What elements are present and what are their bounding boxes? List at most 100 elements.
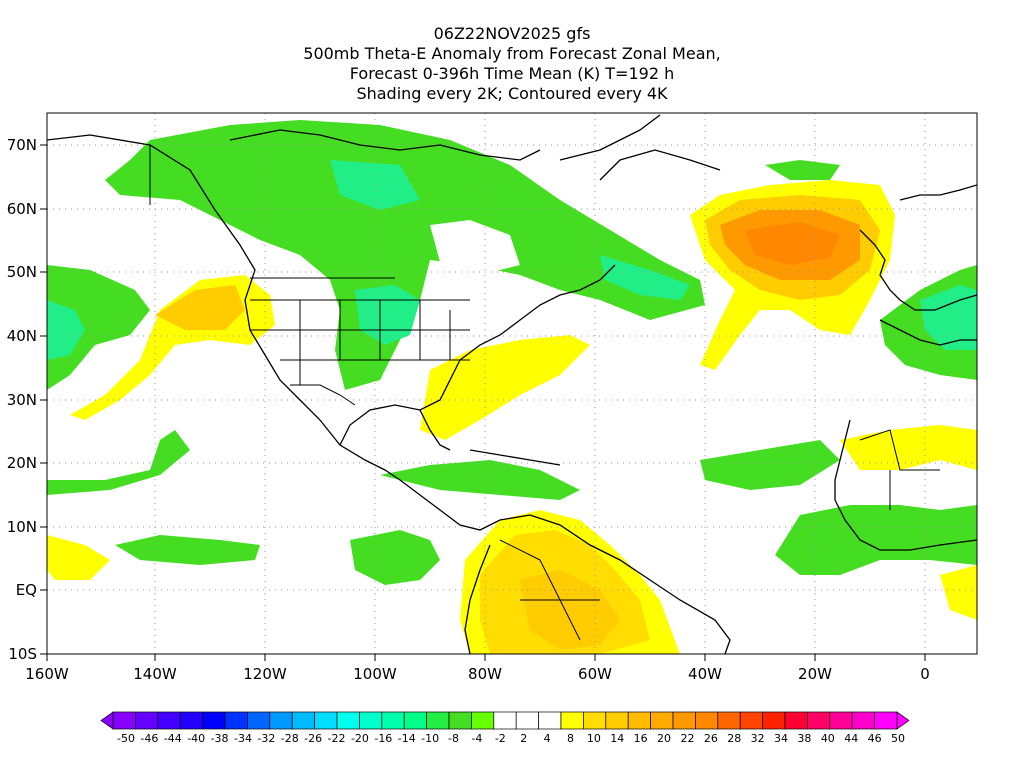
colorbar-swatch <box>202 711 226 730</box>
lat-axis-labels: 70N 60N 50N 40N 30N 20N 10N EQ 10S <box>7 136 37 663</box>
coastlines <box>47 114 977 654</box>
colorbar-label: 50 <box>891 732 905 745</box>
colorbar-label: 32 <box>751 732 765 745</box>
colorbar-swatch <box>874 711 898 730</box>
lon-tick-label: 100W <box>353 665 397 683</box>
colorbar-label: 16 <box>634 732 648 745</box>
central-canada-cool-region <box>105 120 705 390</box>
colorbar-swatch <box>560 711 584 730</box>
lon-tick-label: 40W <box>688 665 722 683</box>
anomaly-shading <box>47 113 977 654</box>
colorbar-label: -38 <box>211 732 229 745</box>
lon-tick-label: 0 <box>920 665 930 683</box>
title-line-2: 500mb Theta-E Anomaly from Forecast Zona… <box>303 44 721 63</box>
colorbar-label: 38 <box>797 732 811 745</box>
title-line-3: Forecast 0-396h Time Mean (K) T=192 h <box>349 64 675 83</box>
colorbar-swatch <box>224 711 248 730</box>
lat-tick-label: 70N <box>7 136 37 154</box>
colorbar-label: 14 <box>610 732 624 745</box>
colorbar-label: -8 <box>448 732 459 745</box>
colorbar-swatch <box>739 711 763 730</box>
lat-tick-label: 40N <box>7 327 37 345</box>
colorbar-swatch <box>381 711 405 730</box>
colorbar-label: -20 <box>351 732 369 745</box>
pacific-cool-core <box>47 300 85 360</box>
labrador-cool-core <box>600 255 690 300</box>
colorbar-label: -16 <box>374 732 392 745</box>
colorbar-swatch <box>157 711 181 730</box>
se-us-warm-region <box>420 335 590 440</box>
lon-axis-labels: 160W 140W 120W 100W 80W 60W 40W 20W 0 <box>25 665 930 683</box>
south-atlantic-warm <box>940 565 977 620</box>
lon-tick-label: 120W <box>243 665 287 683</box>
europe-cool-core <box>920 285 977 350</box>
colorbar-label: 34 <box>774 732 788 745</box>
colorbar: -50 -46 -44 -40 -38 -34 -32 -28 -26 -22 -20 -16 -14-… <box>100 711 910 745</box>
tropical-atlantic-cool <box>700 440 840 490</box>
colorbar-label: 22 <box>680 732 694 745</box>
colorbar-min-arrow <box>100 711 114 730</box>
colorbar-label: 26 <box>704 732 718 745</box>
colorbar-label: 46 <box>868 732 882 745</box>
colorbar-swatch <box>471 711 495 730</box>
colorbar-swatch <box>784 711 808 730</box>
colorbar-label: -10 <box>421 732 439 745</box>
colorbar-label: -26 <box>304 732 322 745</box>
colorbar-swatch <box>359 711 383 730</box>
colorbar-label: -22 <box>328 732 346 745</box>
arctic-cool-east <box>765 160 840 180</box>
west-africa-cool <box>775 505 977 575</box>
lon-tick-label: 20W <box>798 665 832 683</box>
colorbar-label: 28 <box>727 732 741 745</box>
lat-tick-label: 30N <box>7 391 37 409</box>
colorbar-label: -28 <box>281 732 299 745</box>
colorbar-swatch <box>829 711 853 730</box>
ne-pacific-warm-core <box>155 285 245 330</box>
colorbar-label: 4 <box>544 732 551 745</box>
colorbar-swatch <box>672 711 696 730</box>
colorbar-swatch <box>650 711 674 730</box>
colorbar-label: -34 <box>234 732 252 745</box>
caribbean-cool <box>380 460 580 500</box>
north-atlantic-warm-peak <box>745 222 840 265</box>
colorbar-swatch <box>403 711 427 730</box>
colorbar-swatch <box>269 711 293 730</box>
lat-tick-label: 20N <box>7 454 37 472</box>
colorbar-swatch <box>112 711 136 730</box>
colorbar-label: -2 <box>495 732 506 745</box>
plot-frame <box>46 112 978 655</box>
lon-tick-label: 140W <box>133 665 177 683</box>
colorbar-swatch <box>851 711 875 730</box>
colorbar-swatch <box>515 711 539 730</box>
lat-tick-label: 10N <box>7 518 37 536</box>
colorbar-label: -46 <box>140 732 158 745</box>
colorbar-swatch <box>717 711 741 730</box>
colorbar-swatch <box>807 711 831 730</box>
colorbar-swatch <box>627 711 651 730</box>
colorbar-swatch <box>179 711 203 730</box>
colorbar-swatch <box>135 711 159 730</box>
colorbar-label: 44 <box>844 732 858 745</box>
axis-ticks <box>40 144 926 661</box>
sahara-warm <box>840 425 977 470</box>
tropical-pacific-cool-2 <box>115 535 260 565</box>
lat-lon-grid <box>47 113 977 654</box>
lat-tick-label: 60N <box>7 200 37 218</box>
title-block: 06Z22NOV2025 gfs 500mb Theta-E Anomaly f… <box>0 24 1024 104</box>
title-line-4: Shading every 2K; Contoured every 4K <box>356 84 668 103</box>
colorbar-label: 20 <box>657 732 671 745</box>
colorbar-swatch <box>247 711 271 730</box>
hudson-neutral <box>430 220 520 275</box>
colorbar-label: 40 <box>821 732 835 745</box>
colorbar-swatch <box>605 711 629 730</box>
colorbar-label: -32 <box>257 732 275 745</box>
political-boundaries <box>149 145 940 641</box>
colorbar-swatch <box>538 711 562 730</box>
colorbar-swatch <box>448 711 472 730</box>
colorbar-label: -44 <box>164 732 182 745</box>
colorbar-label: 2 <box>520 732 527 745</box>
colorbar-label: -14 <box>398 732 416 745</box>
lat-tick-label: 10S <box>8 645 37 663</box>
colorbar-swatch <box>426 711 450 730</box>
